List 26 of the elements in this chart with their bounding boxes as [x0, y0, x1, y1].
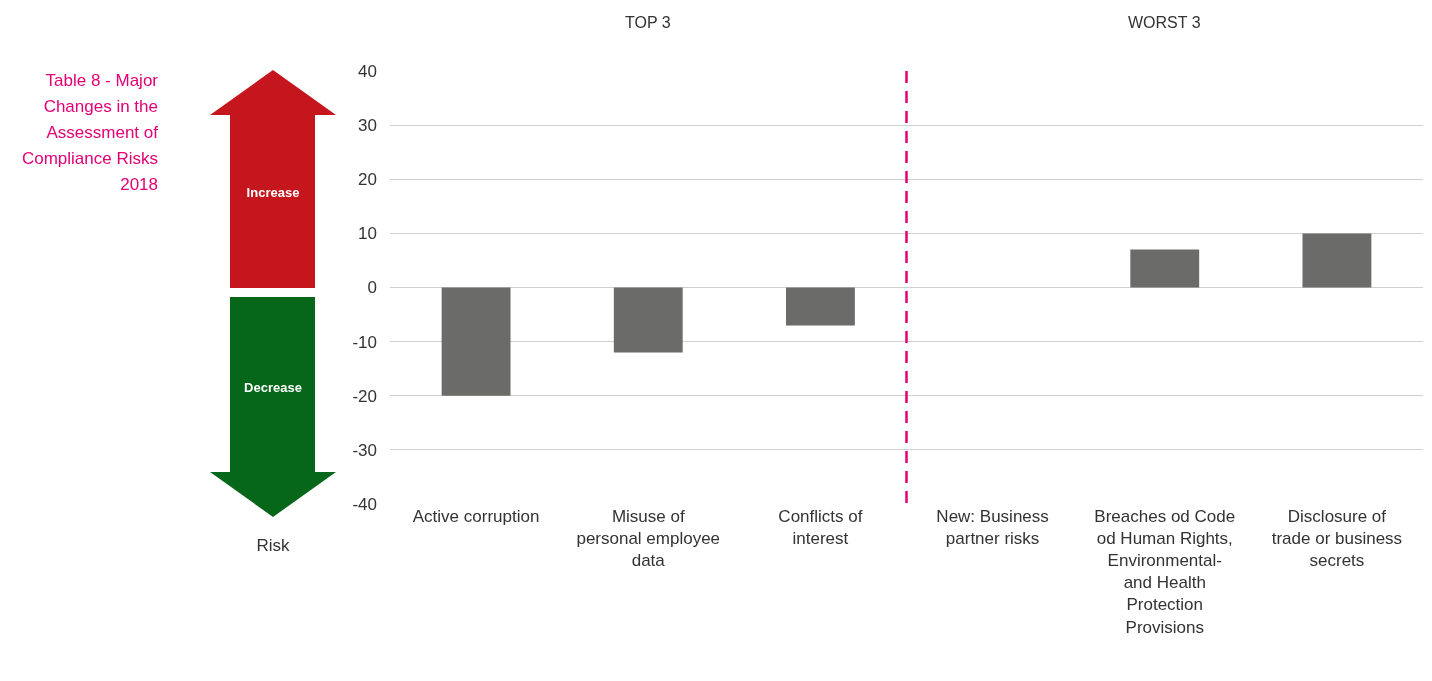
y-tick-label: 20 — [358, 170, 377, 190]
bar — [613, 287, 683, 353]
y-tick-label: 10 — [358, 224, 377, 244]
text: WORST 3 — [1128, 14, 1201, 31]
x-tick-label: Misuse of personal employee data — [576, 507, 721, 571]
text: TOP 3 — [625, 14, 671, 31]
text: Decrease — [244, 380, 302, 395]
y-tick-label: -40 — [352, 494, 377, 514]
text: Increase — [246, 185, 300, 200]
y-tick-label: 40 — [358, 61, 377, 81]
y-tick-label: -10 — [352, 332, 377, 352]
y-tick-label: -30 — [352, 440, 377, 460]
x-tick-label: New: Business partner risks — [936, 507, 1049, 549]
y-tick-label: 30 — [358, 116, 377, 136]
y-tick-label: -20 — [352, 386, 377, 406]
text: Table 8 - Major Changes in the Assessment of Compliance Risks 2018 — [20, 70, 158, 196]
bar — [1130, 249, 1200, 288]
text: Risk — [256, 536, 291, 555]
x-tick-label: Breaches od Code od Human Rights, Environmental- and Health Protection Provisions — [1094, 507, 1236, 637]
y-tick-label: 0 — [367, 278, 377, 298]
x-tick-label: Active corruption — [412, 507, 540, 526]
bar — [785, 287, 855, 326]
bar — [1302, 233, 1372, 288]
x-tick-label: Disclosure of trade or business secrets — [1271, 507, 1403, 571]
bar — [441, 287, 511, 396]
x-tick-label: Conflicts of interest — [778, 507, 863, 549]
